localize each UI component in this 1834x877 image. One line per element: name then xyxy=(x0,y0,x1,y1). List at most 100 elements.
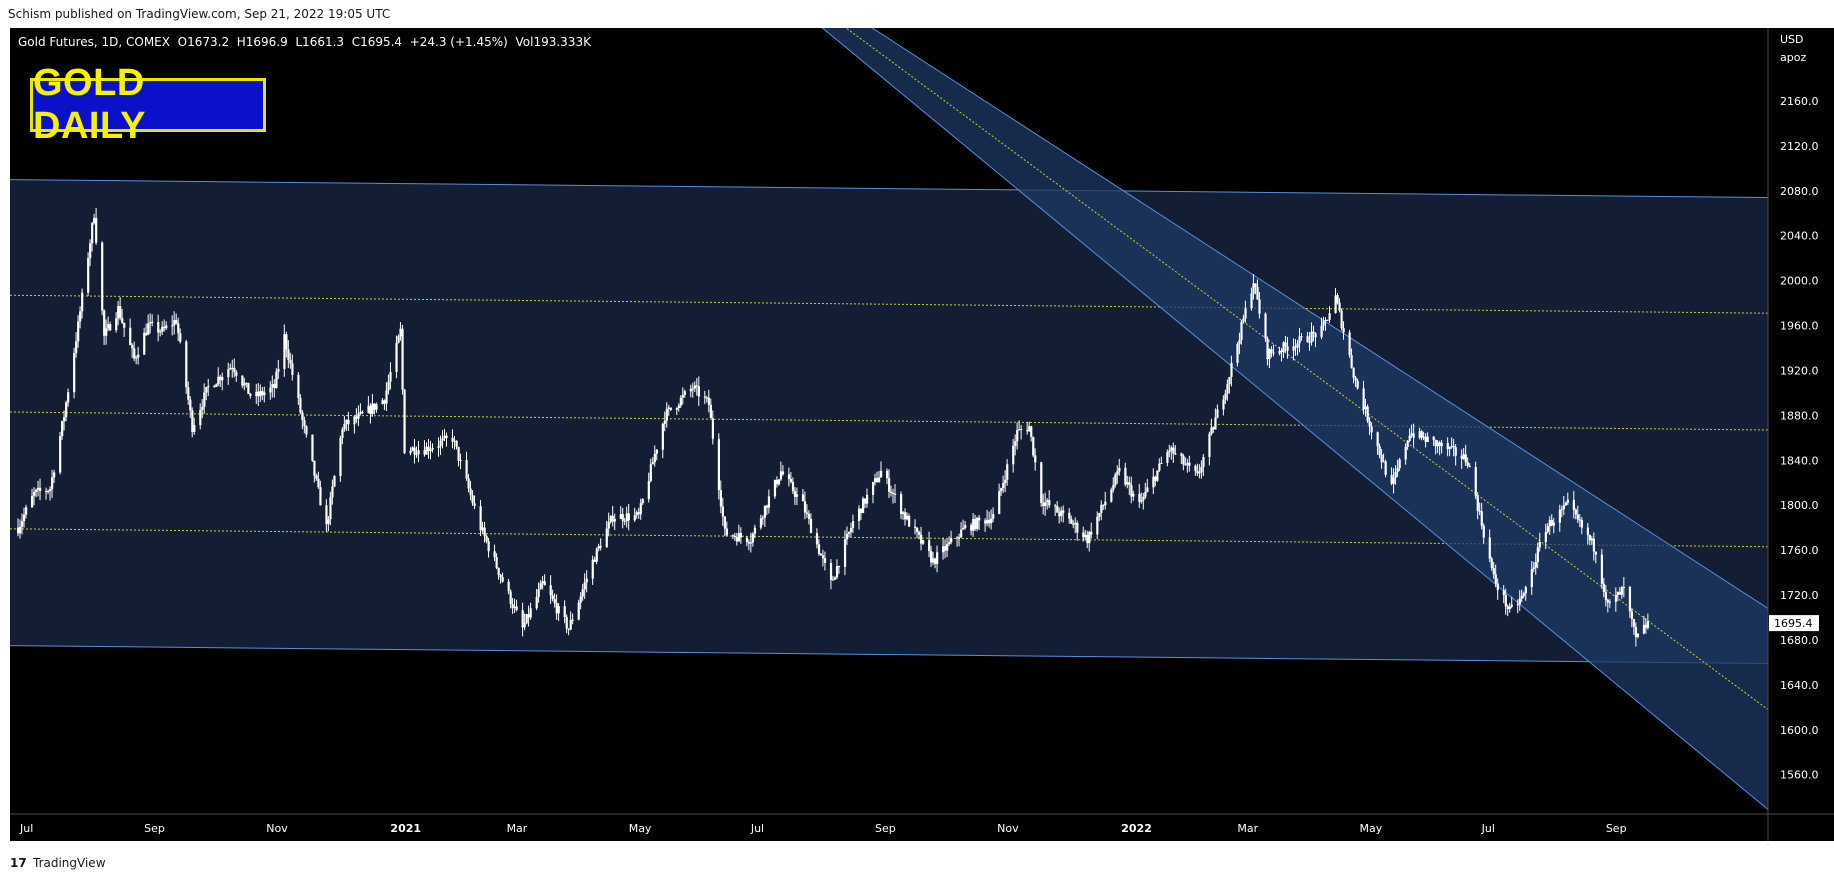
candle-body xyxy=(399,328,402,337)
candle-body xyxy=(879,470,883,478)
candle-body xyxy=(173,320,176,326)
candle-body xyxy=(123,322,126,328)
candle-body xyxy=(467,478,470,489)
candle-body xyxy=(1314,333,1317,338)
candle-body xyxy=(593,559,596,562)
candle-body xyxy=(121,317,124,323)
candle-body xyxy=(527,614,530,618)
candle-body xyxy=(1576,514,1579,520)
candle-body xyxy=(507,581,510,592)
candle-body xyxy=(1004,479,1007,484)
candle-body xyxy=(1522,593,1525,596)
candle-body xyxy=(1196,470,1199,474)
candle-body xyxy=(203,392,206,407)
candle-body xyxy=(695,385,698,387)
candle-body xyxy=(1450,445,1453,448)
candle-body xyxy=(1090,531,1093,535)
candle-body xyxy=(767,496,771,508)
candle-body xyxy=(1062,510,1065,513)
candle-body xyxy=(1366,406,1369,421)
candle-body xyxy=(803,501,807,513)
candle-body xyxy=(1396,468,1399,473)
candle-body xyxy=(705,397,708,399)
candle-body xyxy=(535,596,538,609)
candle-body xyxy=(1410,433,1413,436)
candle-body xyxy=(217,376,220,385)
candle-body xyxy=(956,537,959,539)
candle-body xyxy=(1324,319,1327,322)
candle-body xyxy=(103,310,106,336)
candle-body xyxy=(1646,621,1650,628)
candle-body xyxy=(944,546,947,551)
candle-body xyxy=(859,508,863,514)
candle-body xyxy=(781,471,785,475)
candle-body xyxy=(1014,441,1017,446)
candle-body xyxy=(1334,295,1337,314)
candle-body xyxy=(137,354,140,358)
candle-body xyxy=(1550,519,1553,526)
candle-body xyxy=(1408,435,1411,441)
candle-body xyxy=(1194,465,1197,471)
candle-body xyxy=(303,420,306,427)
candle-body xyxy=(1508,606,1511,609)
high-value: H1696.9 xyxy=(236,35,288,49)
candle-body xyxy=(1296,343,1299,348)
candle-body xyxy=(479,506,482,531)
candle-body xyxy=(1198,472,1201,474)
candle-body xyxy=(539,583,542,590)
candle-body xyxy=(213,386,216,388)
footer-brand: TradingView xyxy=(33,856,106,870)
candle-body xyxy=(571,619,574,621)
x-tick-label: Sep xyxy=(144,822,165,835)
candle-body xyxy=(663,420,666,424)
candle-body xyxy=(1086,534,1089,544)
candle-body xyxy=(465,460,468,479)
candle-body xyxy=(1152,476,1155,488)
candle-body xyxy=(627,513,630,521)
candle-body xyxy=(1432,436,1435,440)
candle-body xyxy=(1364,406,1367,410)
candle-body xyxy=(263,392,266,396)
candle-body xyxy=(948,542,951,545)
candle-body xyxy=(679,397,682,406)
candle-body xyxy=(119,306,122,318)
candle-body xyxy=(347,419,350,425)
candle-body xyxy=(1502,590,1505,595)
candle-body xyxy=(1588,535,1591,541)
candle-body xyxy=(1158,463,1161,471)
candle-body xyxy=(497,567,500,575)
candle-body xyxy=(1452,445,1455,448)
candle-body xyxy=(327,519,330,525)
candle-body xyxy=(928,540,931,551)
candle-body xyxy=(389,372,392,382)
candle-body xyxy=(1244,308,1247,319)
candle-body xyxy=(487,541,490,552)
candle-body xyxy=(567,628,570,630)
candle-body xyxy=(1278,350,1281,354)
candle-body xyxy=(801,494,805,502)
y-tick-label: 1680.0 xyxy=(1780,634,1819,647)
candle-body xyxy=(1270,349,1273,353)
candle-body xyxy=(1376,432,1379,447)
candle-body xyxy=(777,479,781,485)
candle-body xyxy=(1434,439,1437,447)
x-tick-label: Jul xyxy=(19,822,33,835)
candle-body xyxy=(877,477,881,483)
candle-body xyxy=(1000,488,1003,492)
tradingview-logo-icon: 17 xyxy=(10,856,27,870)
candle-body xyxy=(649,464,652,482)
candle-body xyxy=(189,399,192,411)
x-tick-label: May xyxy=(1360,822,1383,835)
candle-body xyxy=(807,513,811,520)
candle-body xyxy=(1110,489,1113,502)
candle-body xyxy=(1600,554,1604,584)
candle-body xyxy=(922,540,925,544)
candle-body xyxy=(339,437,342,477)
candle-body xyxy=(1230,362,1233,377)
candle-body xyxy=(361,411,364,413)
x-tick-label: Nov xyxy=(997,822,1019,835)
candle-body xyxy=(243,383,246,386)
candle-body xyxy=(1446,442,1449,450)
candle-body xyxy=(609,515,612,522)
